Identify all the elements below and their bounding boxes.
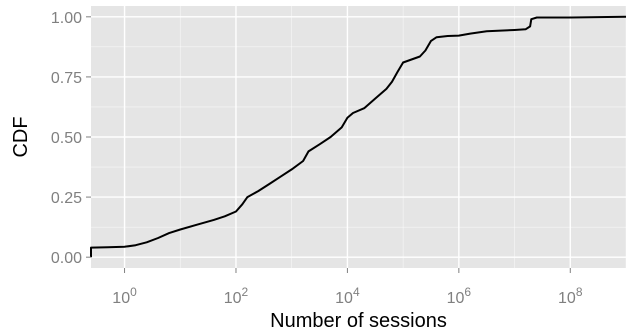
- x-tick-base: 10: [112, 290, 130, 307]
- axis-ticks: [86, 16, 571, 273]
- y-tick-label: 0.75: [51, 70, 82, 87]
- x-tick-exponent: 2: [242, 285, 249, 299]
- x-tick-label: 108: [558, 285, 583, 307]
- x-tick-exponent: 4: [353, 285, 360, 299]
- y-axis-title: CDF: [10, 116, 32, 157]
- y-tick-label: 0.25: [51, 190, 82, 207]
- x-tick-exponent: 6: [464, 285, 471, 299]
- x-tick-label: 106: [447, 285, 472, 307]
- x-tick-exponent: 8: [576, 285, 583, 299]
- x-tick-exponent: 0: [130, 285, 137, 299]
- x-tick-base: 10: [558, 290, 576, 307]
- y-tick-label: 1.00: [51, 10, 82, 27]
- x-tick-label: 104: [335, 285, 360, 307]
- series-layer: [90, 15, 626, 258]
- x-tick-base: 10: [335, 290, 353, 307]
- y-tick-label: 0.00: [51, 250, 82, 267]
- cdf-series-line: [90, 15, 626, 258]
- x-tick-label: 100: [112, 285, 137, 307]
- x-tick-base: 10: [447, 290, 465, 307]
- major-gridlines: [91, 6, 626, 268]
- y-tick-label: 0.50: [51, 130, 82, 147]
- x-tick-label: 102: [224, 285, 249, 307]
- x-tick-base: 10: [224, 290, 242, 307]
- x-axis-title: Number of sessions: [270, 310, 447, 330]
